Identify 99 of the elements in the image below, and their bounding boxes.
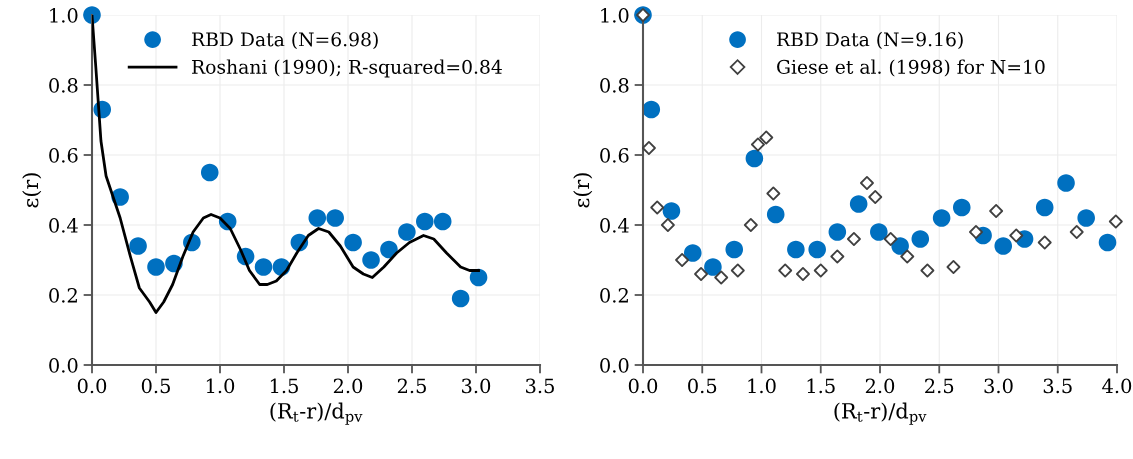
x-tick-label: 2.0 xyxy=(333,378,363,394)
point xyxy=(766,205,785,224)
point xyxy=(911,230,930,248)
point xyxy=(694,267,709,281)
x-tick-label: 3.0 xyxy=(462,378,491,394)
point xyxy=(1057,174,1075,192)
point xyxy=(660,218,675,232)
point xyxy=(932,209,951,227)
y-tick-label: 0.0 xyxy=(600,357,629,373)
x-tick-label: 2.0 xyxy=(865,378,895,394)
y-tick-label: 0.6 xyxy=(600,147,629,163)
point xyxy=(254,258,273,276)
point xyxy=(129,237,147,255)
point xyxy=(416,212,434,231)
y-tick-label: 0.2 xyxy=(49,287,77,303)
point xyxy=(147,258,165,276)
x-axis-title: (R$_{t}$-r)/d$_{pv}$ xyxy=(834,402,927,425)
point xyxy=(1077,209,1095,227)
y-tick-label: 0.0 xyxy=(49,357,78,373)
point xyxy=(860,176,874,190)
point xyxy=(750,137,765,152)
point xyxy=(1098,233,1117,252)
point xyxy=(745,149,764,168)
legend-label: Giese et al. (1998) for N=10 xyxy=(777,59,1045,77)
y-tick-label: 0.6 xyxy=(49,147,78,163)
y-tick-label: 0.2 xyxy=(600,287,628,303)
point xyxy=(362,251,380,269)
point xyxy=(743,218,758,232)
point xyxy=(952,198,971,217)
point xyxy=(883,232,898,246)
point xyxy=(1037,235,1052,250)
point xyxy=(946,260,961,274)
point xyxy=(849,195,868,213)
point xyxy=(650,200,665,215)
x-tick-label: 1.0 xyxy=(206,378,235,394)
x-tick-label: 4.0 xyxy=(1102,378,1132,394)
y-tick-label: 0.8 xyxy=(600,77,629,93)
x-tick-label: 3.5 xyxy=(526,378,554,394)
point xyxy=(642,100,661,119)
x-tick-label: 1.5 xyxy=(807,378,835,394)
y-tick-label: 0.4 xyxy=(600,217,629,233)
x-tick-label: 3.0 xyxy=(984,378,1013,394)
point xyxy=(846,232,861,246)
point xyxy=(398,223,416,241)
x-tick-label: 2.5 xyxy=(397,378,426,394)
y-axis-title: ε(r) xyxy=(573,173,593,208)
y-tick-label: 1.0 xyxy=(50,7,78,23)
point xyxy=(714,270,729,285)
x-tick-label: 0.0 xyxy=(77,378,107,394)
point xyxy=(766,186,781,201)
point xyxy=(828,223,847,241)
point xyxy=(469,268,488,287)
point xyxy=(994,237,1013,255)
point xyxy=(730,263,745,278)
point xyxy=(662,202,681,220)
legend-label: Roshani (1990); R-squared=0.84 xyxy=(192,59,502,78)
point xyxy=(891,237,909,255)
point xyxy=(796,267,810,281)
point xyxy=(683,244,702,262)
point xyxy=(830,249,845,264)
legend-label: RBD Data (N=6.98) xyxy=(192,31,378,50)
point xyxy=(1069,225,1084,239)
y-tick-label: 0.4 xyxy=(49,217,78,233)
point xyxy=(1009,228,1024,243)
y-axis-title: ε(r) xyxy=(22,173,42,208)
x-tick-label: 0.5 xyxy=(688,378,717,394)
x-tick-label: 0.5 xyxy=(141,378,170,394)
point xyxy=(308,209,327,227)
x-tick-label: 3.5 xyxy=(1043,378,1072,394)
point xyxy=(868,190,883,204)
x-tick-label: 1.5 xyxy=(270,378,298,394)
point xyxy=(759,130,774,145)
point xyxy=(451,289,470,308)
point xyxy=(870,223,888,241)
point xyxy=(813,263,828,278)
point xyxy=(808,240,826,259)
x-axis-title: (R$_{t}$-r)/d$_{pv}$ xyxy=(270,402,363,425)
x-tick-label: 0.0 xyxy=(628,378,658,394)
point xyxy=(380,240,398,259)
point xyxy=(900,249,915,264)
point xyxy=(1108,214,1123,229)
legend-label: RBD Data (N=9.16) xyxy=(777,31,963,50)
point xyxy=(787,240,805,259)
point xyxy=(344,233,362,252)
x-tick-label: 1.0 xyxy=(748,378,776,394)
point xyxy=(433,212,452,231)
point xyxy=(326,209,344,227)
y-tick-label: 0.8 xyxy=(49,77,78,93)
point xyxy=(725,240,744,259)
point xyxy=(778,263,793,278)
point xyxy=(675,253,690,267)
point xyxy=(641,141,656,155)
y-tick-label: 1.0 xyxy=(601,7,629,23)
point xyxy=(704,258,722,276)
point xyxy=(200,163,219,182)
point xyxy=(920,263,935,278)
point xyxy=(1035,198,1054,217)
x-tick-label: 2.5 xyxy=(925,378,954,394)
point xyxy=(989,204,1004,218)
